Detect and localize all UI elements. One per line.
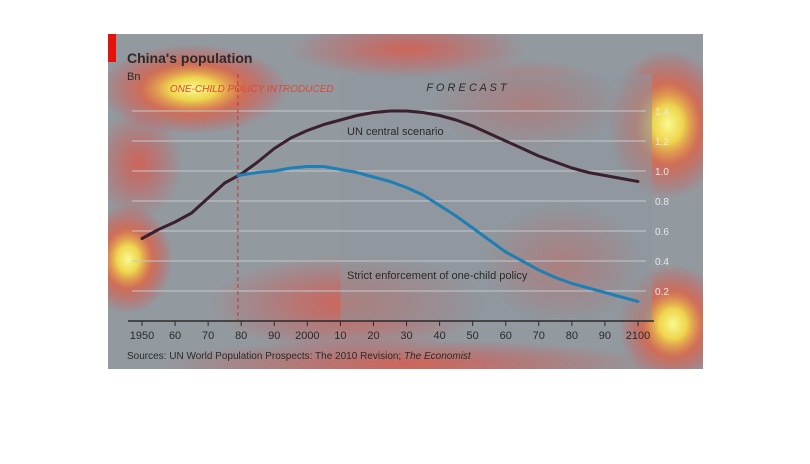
x-tick-label: 1950 <box>130 330 154 342</box>
source-text: Sources: UN World Population Prospects: … <box>127 351 404 362</box>
x-tick-label: 50 <box>467 330 479 342</box>
y-unit-label: Bn <box>127 71 140 83</box>
un-central-line <box>140 109 640 240</box>
strict-policy-label: Strict enforcement of one-child policy <box>347 270 528 282</box>
chart-panel: 1950 60 70 80 90 2000 10 20 30 40 50 60 70 80 90 2100 0… <box>108 34 703 369</box>
source-italic: The Economist <box>404 351 472 362</box>
x-tick-label: 70 <box>533 330 545 342</box>
gridlines <box>132 110 646 292</box>
source-note: Sources: UN World Population Prospects: … <box>127 351 472 362</box>
x-tick-label: 30 <box>400 330 412 342</box>
un-scenario-label: UN central scenario <box>347 126 444 138</box>
x-tick-label: 60 <box>169 330 181 342</box>
x-tick-label: 80 <box>566 330 578 342</box>
heat-blob <box>288 34 528 79</box>
x-tick-label: 20 <box>367 330 379 342</box>
y-tick-label: 0.8 <box>655 197 669 208</box>
y-tick-label: 1.0 <box>655 167 669 178</box>
x-tick-label: 80 <box>235 330 247 342</box>
x-tick-label: 90 <box>599 330 611 342</box>
chart-title: China's population <box>127 50 252 66</box>
heat-blob <box>158 339 658 369</box>
x-tick-label: 70 <box>202 330 214 342</box>
forecast-shade <box>340 74 652 321</box>
x-tick-label: 40 <box>433 330 445 342</box>
x-tick-label: 90 <box>268 330 280 342</box>
y-tick-label: 0.2 <box>655 287 669 298</box>
y-tick-label: 0.6 <box>655 227 669 238</box>
forecast-label: F O R E C A S T <box>426 82 508 94</box>
strict-policy-line <box>236 165 640 303</box>
policy-annotation: ONE-CHILD POLICY INTRODUCED <box>170 84 334 95</box>
x-tick-label: 2000 <box>295 330 319 342</box>
x-tick-label: 60 <box>500 330 512 342</box>
y-tick-label: 0.4 <box>655 257 669 268</box>
y-tick-label: 1.2 <box>655 137 669 148</box>
x-axis: 1950 60 70 80 90 2000 10 20 30 40 50 60 70 80 90 2100 <box>128 320 654 342</box>
title-accent-bar <box>108 34 116 62</box>
x-tick-label: 2100 <box>626 330 650 342</box>
heat-blob <box>108 109 183 219</box>
series-lines <box>140 109 640 303</box>
x-tick-label: 10 <box>334 330 346 342</box>
y-axis-labels: 0.2 0.4 0.6 0.8 1.0 1.2 1.4 <box>655 107 669 298</box>
y-tick-label: 1.4 <box>655 107 669 118</box>
line-chart: 1950 60 70 80 90 2000 10 20 30 40 50 60 70 80 90 2100 0… <box>108 34 669 362</box>
